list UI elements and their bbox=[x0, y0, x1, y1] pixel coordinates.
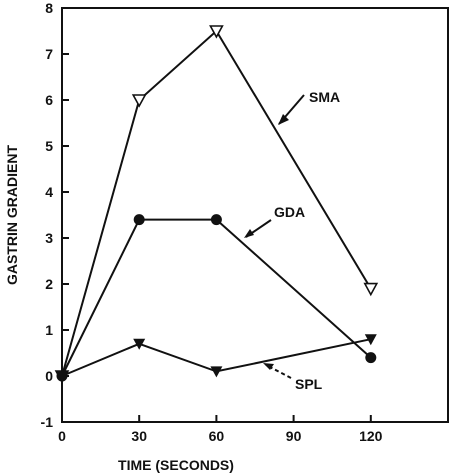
y-tick-label-8: 8 bbox=[45, 0, 53, 16]
point-gda-60 bbox=[210, 214, 222, 226]
y-tick-label-5: 5 bbox=[45, 138, 53, 154]
annotation-gda: GDA bbox=[244, 204, 305, 238]
y-tick-label-1: 1 bbox=[45, 322, 53, 338]
series-spl bbox=[56, 334, 377, 382]
x-tick-label-60: 60 bbox=[209, 428, 225, 444]
series-layer bbox=[54, 25, 379, 384]
annotation-spl: SPL bbox=[263, 363, 323, 392]
point-gda-120 bbox=[365, 352, 377, 364]
line-spl bbox=[61, 338, 372, 377]
plot-frame bbox=[61, 7, 449, 423]
x-tick-label-120: 120 bbox=[359, 428, 383, 444]
point-gda-30 bbox=[133, 214, 145, 226]
line-gda bbox=[61, 218, 372, 377]
point-sma-60 bbox=[209, 25, 224, 39]
series-gda bbox=[56, 214, 377, 382]
point-spl-120 bbox=[364, 334, 377, 346]
annotation-sma-text: SMA bbox=[309, 89, 340, 105]
point-spl-60 bbox=[210, 366, 223, 378]
y-tick-label-3: 3 bbox=[45, 230, 53, 246]
y-tick-label-0: 0 bbox=[45, 368, 53, 384]
point-spl-0 bbox=[56, 371, 68, 382]
line-sma bbox=[61, 29, 372, 377]
series-sma bbox=[54, 25, 379, 384]
y-tick-label-6: 6 bbox=[45, 92, 53, 108]
y-tick-label-2: 2 bbox=[45, 276, 53, 292]
x-axis-ticks: 0 30 60 90 120 bbox=[58, 415, 383, 444]
point-sma-120 bbox=[363, 282, 379, 297]
x-tick-label-30: 30 bbox=[131, 428, 147, 444]
y-axis-label: GASTRIN GRADIENT bbox=[4, 145, 20, 285]
annotation-spl-text: SPL bbox=[295, 376, 323, 392]
annotation-sma: SMA bbox=[278, 89, 340, 125]
x-tick-label-90: 90 bbox=[286, 428, 302, 444]
y-tick-label--1: -1 bbox=[41, 414, 54, 430]
y-tick-label-4: 4 bbox=[45, 184, 53, 200]
x-tick-label-0: 0 bbox=[58, 428, 66, 444]
arrowhead-sma bbox=[278, 114, 289, 125]
y-tick-label-7: 7 bbox=[45, 46, 53, 62]
point-sma-30 bbox=[131, 94, 147, 108]
arrowhead-gda bbox=[244, 229, 254, 238]
annotation-gda-text: GDA bbox=[274, 204, 305, 220]
x-axis-label: TIME (SECONDS) bbox=[118, 457, 234, 473]
point-spl-30 bbox=[133, 338, 146, 350]
arrowhead-spl bbox=[263, 363, 274, 370]
y-axis-ticks: -1 0 1 2 3 4 5 6 7 8 bbox=[41, 0, 69, 430]
